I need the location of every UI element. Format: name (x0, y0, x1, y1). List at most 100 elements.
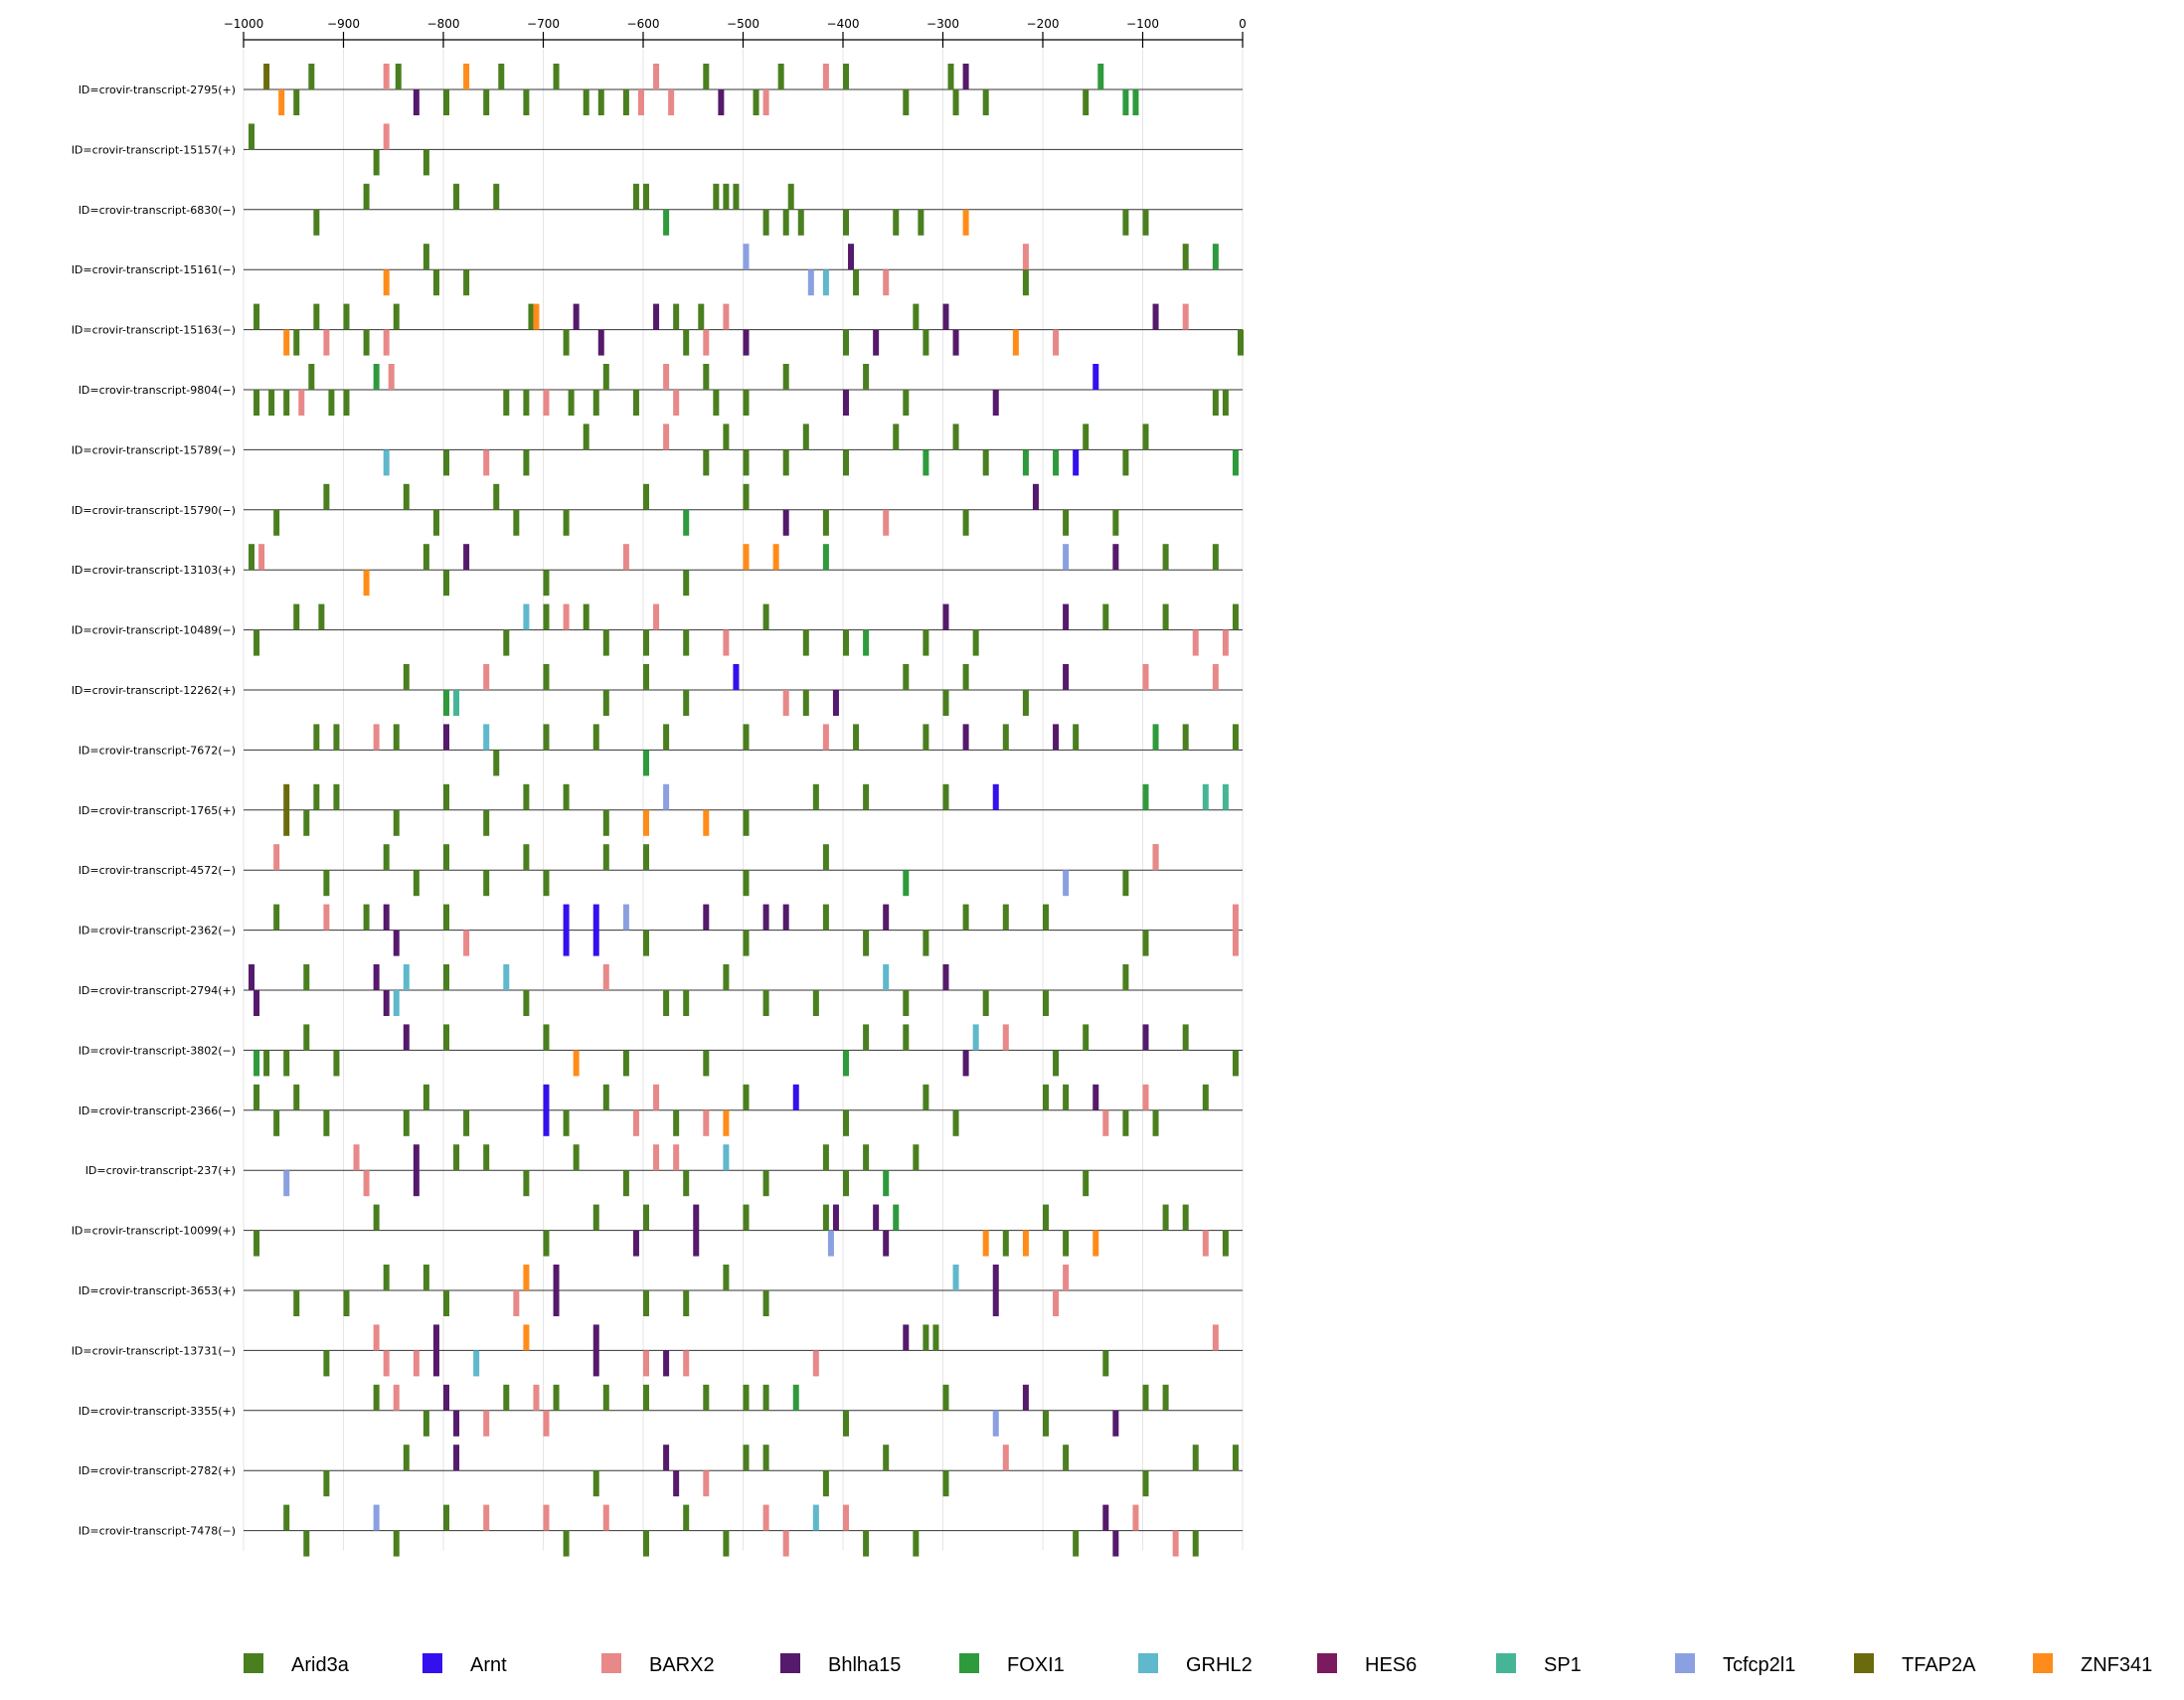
motif-site-bhlha15 (413, 89, 420, 115)
motif-site-arid3a (333, 1050, 340, 1077)
motif-site-arid3a (333, 783, 340, 810)
motif-site-znf341 (383, 269, 390, 296)
motif-site-znf341 (1092, 1230, 1099, 1257)
motif-site-arid3a (903, 89, 910, 115)
motif-site-foxi1 (843, 1050, 849, 1077)
motif-site-barx2 (513, 1290, 520, 1316)
motif-site-sp1 (1222, 783, 1229, 810)
motif-site-arid3a (543, 664, 550, 690)
motif-site-tcfcp2l1 (283, 1170, 290, 1197)
track-label: ID=crovir-transcript-9804(−) (79, 384, 236, 397)
motif-site-arid3a (373, 149, 380, 176)
motif-site-arid3a (1142, 424, 1149, 450)
motif-site-arid3a (903, 1024, 910, 1051)
track-label: ID=crovir-transcript-15789(−) (72, 443, 236, 456)
motif-site-znf341 (573, 1050, 580, 1077)
motif-site-arid3a (602, 809, 609, 836)
motif-site-arid3a (513, 509, 520, 536)
motif-site-arid3a (422, 244, 429, 270)
motif-site-arid3a (972, 629, 979, 656)
motif-site-arid3a (743, 483, 750, 510)
motif-site-barx2 (1132, 1504, 1139, 1531)
motif-site-barx2 (1192, 629, 1199, 656)
motif-site-bhlha15 (249, 964, 255, 990)
motif-site-arid3a (343, 303, 350, 330)
motif-site-arid3a (343, 390, 350, 416)
motif-site-arid3a (543, 603, 550, 630)
motif-site-arid3a (602, 690, 609, 716)
legend-item-bhlha15: Bhlha15 (780, 1653, 901, 1676)
motif-site-barx2 (463, 930, 470, 956)
motif-site-foxi1 (893, 1204, 900, 1231)
motif-site-bhlha15 (873, 1204, 880, 1231)
grid-lines (243, 40, 1244, 1551)
motif-site-arid3a (523, 89, 530, 115)
motif-site-grhl2 (723, 1144, 730, 1171)
motif-site-arid3a (643, 1290, 649, 1316)
motif-site-arid3a (543, 1024, 550, 1051)
motif-site-arid3a (503, 629, 510, 656)
motif-site-arid3a (523, 390, 530, 416)
motif-site-arid3a (393, 303, 400, 330)
motif-site-arid3a (632, 183, 639, 210)
motif-site-arid3a (1182, 1024, 1189, 1051)
x-tick-label: −600 (627, 17, 660, 31)
track-label: ID=crovir-transcript-4572(−) (79, 864, 236, 877)
motif-site-arid3a (403, 664, 410, 690)
motif-site-arid3a (373, 1384, 380, 1411)
motif-site-barx2 (883, 269, 890, 296)
motif-site-arid3a (673, 303, 680, 330)
motif-site-arid3a (743, 870, 750, 897)
motif-site-barx2 (653, 603, 660, 630)
motif-site-bhlha15 (942, 964, 949, 990)
motif-site-arid3a (318, 603, 325, 630)
motif-site-arid3a (713, 183, 720, 210)
motif-site-arid3a (622, 1050, 629, 1077)
motif-site-arid3a (802, 629, 809, 656)
motif-site-arid3a (1162, 1384, 1169, 1411)
motif-site-barx2 (683, 1350, 690, 1377)
motif-site-arid3a (643, 1530, 649, 1557)
motif-site-arid3a (822, 1204, 829, 1231)
motif-site-arid3a (592, 724, 599, 751)
motif-site-tcfcp2l1 (743, 244, 750, 270)
motif-site-bhlha15 (1063, 603, 1070, 630)
motif-site-arid3a (822, 904, 829, 931)
track-label: ID=crovir-transcript-15163(−) (72, 324, 236, 337)
track: ID=crovir-transcript-3653(+) (79, 1265, 1243, 1316)
motif-site-arid3a (683, 1170, 690, 1197)
motif-site-arid3a (1142, 1384, 1149, 1411)
motif-site-bhlha15 (383, 904, 390, 931)
motif-site-arid3a (1002, 904, 1009, 931)
motif-site-arid3a (703, 1384, 710, 1411)
motif-site-barx2 (373, 724, 380, 751)
motif-site-znf341 (363, 570, 370, 596)
motif-site-arid3a (1083, 1024, 1090, 1051)
motif-site-arid3a (592, 390, 599, 416)
x-tick-label: −100 (1126, 17, 1159, 31)
legend-swatch (1496, 1653, 1516, 1673)
motif-site-foxi1 (1232, 449, 1239, 476)
track: ID=crovir-transcript-12262(+) (72, 664, 1243, 716)
legend-swatch (422, 1653, 442, 1673)
motif-site-arid3a (443, 449, 449, 476)
motif-site-arid3a (863, 1144, 870, 1171)
motif-site-arid3a (393, 1530, 400, 1557)
track-label: ID=crovir-transcript-7478(−) (79, 1525, 236, 1538)
track-label: ID=crovir-transcript-2794(+) (79, 984, 236, 997)
motif-site-bhlha15 (663, 1350, 670, 1377)
motif-site-arid3a (602, 364, 609, 390)
motif-site-arid3a (643, 1204, 649, 1231)
motif-site-arid3a (543, 724, 550, 751)
motif-site-arid3a (1202, 1084, 1209, 1110)
motif-site-arid3a (1063, 1445, 1070, 1471)
motif-site-grhl2 (473, 1350, 480, 1377)
motif-site-arid3a (283, 390, 290, 416)
motif-site-foxi1 (923, 449, 929, 476)
motif-site-arid3a (413, 870, 420, 897)
motif-site-arid3a (703, 1050, 710, 1077)
motif-site-barx2 (1142, 1084, 1149, 1110)
motif-site-barx2 (533, 1384, 540, 1411)
motif-site-arid3a (743, 724, 750, 751)
